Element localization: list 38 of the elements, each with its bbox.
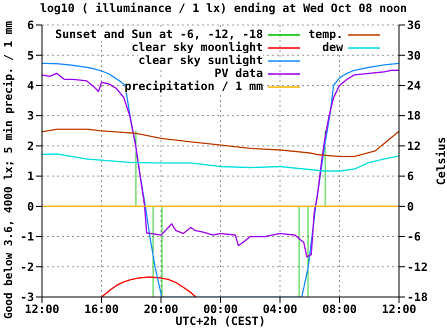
y-tick-label: 0 — [27, 199, 34, 214]
legend-label: temp. — [308, 27, 343, 41]
x-axis-title: UTC+2h (CEST) — [175, 314, 266, 328]
x-tick-label: 08:00 — [322, 302, 357, 316]
legend-label: clear sky moonlight — [131, 40, 263, 54]
legend-label: PV data — [214, 66, 263, 80]
y2-tick-label: 6 — [407, 169, 414, 184]
legend-label: clear sky sunlight — [138, 53, 263, 67]
y2-tick-label: 18 — [407, 108, 421, 123]
x-tick-label: 16:00 — [84, 302, 119, 316]
y-tick-label: -3 — [20, 290, 34, 304]
legend-label: dew — [322, 40, 343, 54]
y-tick-label: -2 — [20, 260, 34, 274]
y-tick-label: 3 — [27, 108, 34, 123]
y-tick-label: -1 — [20, 230, 34, 244]
y2-tick-label: 30 — [407, 48, 421, 62]
y2-tick-label: 0 — [407, 199, 414, 214]
x-tick-label: 20:00 — [144, 302, 178, 316]
y2-tick-label: -18 — [407, 290, 428, 304]
y-tick-label: 1 — [27, 169, 34, 184]
chart-title: log10 ( illuminance / 1 lx) ending at Wed Oct 08 noon — [39, 1, 408, 15]
y2-tick-label: -6 — [407, 230, 421, 244]
y2-axis-title: Celsius — [434, 136, 447, 186]
x-tick-label: 00:00 — [203, 302, 238, 316]
y2-tick-label: -12 — [407, 260, 428, 274]
x-tick-label: 12:00 — [24, 302, 60, 316]
y-tick-label: 4 — [27, 78, 34, 93]
y-tick-label: 5 — [27, 48, 34, 62]
x-tick-label: 12:00 — [382, 302, 416, 316]
y2-tick-label: 24 — [407, 78, 421, 93]
x-tick-label: 04:00 — [262, 302, 298, 316]
y-tick-label: 2 — [27, 138, 34, 153]
y2-tick-label: 12 — [407, 138, 421, 153]
legend-label: precipitation / 1 mm — [124, 79, 263, 93]
legend-label: Sunset and Sun at -6, -12, -18 — [55, 27, 263, 41]
y-tick-label: 6 — [27, 18, 34, 32]
y2-tick-label: 36 — [407, 18, 421, 32]
y-axis-title: Good below 3.6, 4000 lx; 5 min precip. / 1 mm — [2, 20, 15, 320]
